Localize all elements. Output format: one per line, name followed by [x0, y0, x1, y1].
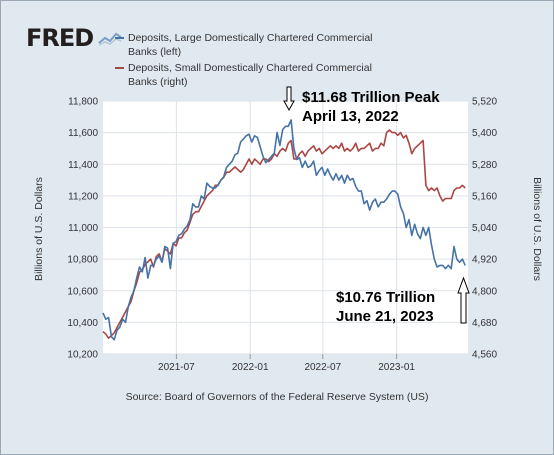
left-axis-tick-label: 11,400 [68, 160, 98, 171]
legend-swatch-large-banks [115, 37, 124, 39]
latest-annotation-date: June 21, 2023 [336, 308, 434, 325]
x-axis-tick-label: 2022-01 [232, 362, 269, 373]
latest-annotation-value: $10.76 Trillion [336, 289, 436, 306]
right-axis-tick-label: 4,800 [472, 286, 497, 297]
peak-annotation: $11.68 Trillion Peak April 13, 2022 [302, 88, 440, 126]
series-line-large-banks [102, 119, 466, 341]
left-axis-tick-label: 10,800 [67, 255, 98, 266]
right-axis-ticks: 4,560 4,680 4,800 4,920 5,040 5,160 5,280 5,400… [472, 97, 497, 361]
latest-arrow-icon [457, 276, 470, 324]
right-axis-tick-label: 5,280 [472, 160, 497, 171]
left-axis-ticks: 10,200 10,400 10,600 10,800 11,000 11,200 11,4… [67, 97, 98, 361]
left-axis-tick-label: 11,200 [68, 191, 98, 202]
left-axis-tick-label: 11,800 [68, 97, 98, 108]
legend-item-small-banks: Deposits, Small Domestically Chartered C… [115, 61, 428, 89]
x-axis-tick-label: 2023-01 [378, 362, 415, 373]
fred-line-chart-icon [97, 30, 123, 46]
legend-label-large-banks-line2: Banks (left) [128, 46, 182, 58]
legend-label-small-banks-line2: Banks (right) [128, 76, 188, 88]
left-axis-tick-label: 10,400 [67, 318, 98, 329]
x-axis-ticks: 2021-07 2022-01 2022-07 2023-01 [158, 354, 415, 373]
right-axis-tick-label: 4,680 [472, 318, 497, 329]
legend-label-large-banks-line1: Deposits, Large Domestically Chartered C… [128, 32, 373, 44]
right-axis-tick-label: 5,400 [472, 128, 497, 139]
right-axis-tick-label: 5,160 [472, 191, 497, 202]
left-axis-tick-label: 10,200 [67, 350, 98, 361]
left-axis-tick-label: 11,600 [68, 128, 98, 139]
peak-annotation-date: April 13, 2022 [302, 108, 399, 125]
source-note: Source: Board of Governors of the Federa… [125, 391, 429, 403]
left-axis-tick-label: 10,600 [67, 286, 98, 297]
legend-swatch-small-banks [115, 67, 124, 69]
grid-lines [103, 100, 468, 355]
x-axis-tick-label: 2022-07 [304, 362, 341, 373]
fred-logo: FRED [26, 24, 94, 52]
legend-label-small-banks-line1: Deposits, Small Domestically Chartered C… [128, 62, 372, 74]
series-lines [102, 119, 466, 341]
annotation-arrows [283, 86, 470, 324]
legend-item-large-banks: Deposits, Large Domestically Chartered C… [115, 31, 428, 59]
right-axis-tick-label: 4,560 [472, 350, 497, 361]
right-axis-tick-label: 4,920 [472, 255, 497, 266]
right-axis-tick-label: 5,520 [472, 97, 497, 108]
left-axis-tick-label: 11,000 [68, 223, 98, 234]
right-axis-tick-label: 5,040 [472, 223, 497, 234]
peak-annotation-value: $11.68 Trillion Peak [302, 89, 440, 106]
x-axis-tick-label: 2021-07 [158, 362, 195, 373]
latest-annotation: $10.76 Trillion June 21, 2023 [336, 288, 435, 326]
peak-arrow-icon [283, 86, 295, 112]
